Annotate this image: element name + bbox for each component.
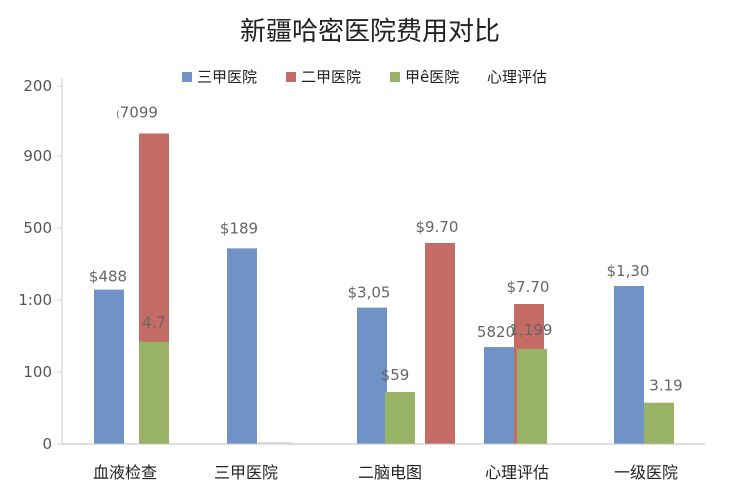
data-label: $1,30	[607, 262, 650, 280]
y-tick-label: 1:00	[18, 291, 52, 309]
y-tick-label: 500	[23, 219, 52, 237]
data-labels: $488 ₍7099 4.7 $189 $3,05 $9.70 $59 5820 $7.70 1,…	[89, 103, 683, 394]
bar	[94, 289, 124, 444]
legend: 三甲医院 二甲医院 甲ê医院 心理评估	[182, 68, 547, 86]
y-axis: 0 100 1:00 500 900 200	[18, 77, 63, 453]
data-label: 1,199	[510, 321, 553, 339]
bar	[385, 391, 415, 444]
data-label: $59	[381, 366, 410, 384]
data-label: 5820	[477, 323, 515, 341]
legend-label: 甲ê医院	[405, 68, 459, 86]
x-category-label: 三甲医院	[214, 463, 278, 482]
data-label: ₍7099	[116, 103, 158, 121]
data-label: $3,05	[348, 284, 391, 302]
data-label: 3.19	[649, 377, 682, 395]
data-label: $488	[89, 268, 127, 286]
data-label: $9.70	[416, 218, 459, 236]
x-category-label: 心理评估	[485, 463, 549, 482]
x-category-label: 一级医院	[614, 463, 678, 482]
legend-label: 三甲医院	[197, 68, 257, 86]
data-label: $7.70	[507, 278, 550, 296]
legend-label: 心理评估	[487, 68, 547, 86]
bar	[644, 402, 674, 444]
legend-swatch	[182, 72, 192, 82]
x-category-label: 二脑电图	[358, 463, 422, 482]
x-axis: 血液检查 三甲医院 二脑电图 心理评估 一级医院	[62, 442, 705, 482]
bar	[139, 341, 169, 444]
data-label: $189	[220, 219, 258, 237]
y-tick-label: 200	[23, 77, 52, 95]
bar	[357, 307, 387, 444]
y-tick-label: 900	[23, 147, 52, 165]
legend-swatch	[286, 72, 296, 82]
legend-swatch	[390, 72, 400, 82]
x-category-label: 血液检查	[93, 463, 157, 482]
data-label: 4.7	[142, 314, 166, 332]
y-tick-label: 0	[42, 435, 52, 453]
y-tick-label: 100	[23, 363, 52, 381]
chart-title: 新疆哈密医院费用对比	[240, 17, 500, 47]
bar	[614, 286, 644, 444]
bar	[227, 248, 257, 444]
bar	[484, 347, 514, 444]
bar	[517, 348, 547, 444]
legend-label: 二甲医院	[301, 68, 361, 86]
bar	[425, 242, 455, 444]
bars	[94, 133, 674, 444]
